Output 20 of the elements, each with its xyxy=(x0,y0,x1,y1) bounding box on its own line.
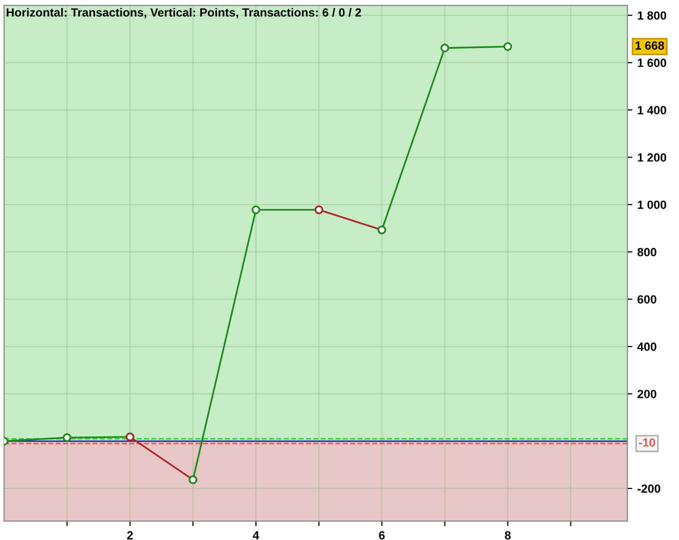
y-tick-label: 1 400 xyxy=(638,106,666,114)
y-tick-label: -200 xyxy=(638,484,660,493)
x-tick-label: 6 xyxy=(378,531,385,540)
chart-title: Horizontal: Transactions, Vertical: Points, Transactions: 6 / 0 / 2 xyxy=(6,8,362,18)
y-tick-label: 1 800 xyxy=(638,11,666,20)
point xyxy=(503,42,512,51)
text: 1 668 xyxy=(636,41,664,50)
x-tick-label: 2 xyxy=(127,531,133,540)
y-tick-label: 400 xyxy=(637,342,656,351)
y-tick-label: 1 600 xyxy=(638,58,666,68)
y-tick-label: 1 000 xyxy=(638,200,666,209)
ref-line-label: -10 xyxy=(638,438,656,447)
y-tick-label: 800 xyxy=(637,248,656,256)
y-tick-label: 1 200 xyxy=(638,153,666,162)
x-tick-label: 8 xyxy=(504,531,511,540)
y-tick-label: 200 xyxy=(638,390,656,398)
y-tick-label: 600 xyxy=(638,295,656,304)
point xyxy=(440,44,450,52)
point xyxy=(252,205,260,214)
x-tick-label: 4 xyxy=(252,531,260,540)
